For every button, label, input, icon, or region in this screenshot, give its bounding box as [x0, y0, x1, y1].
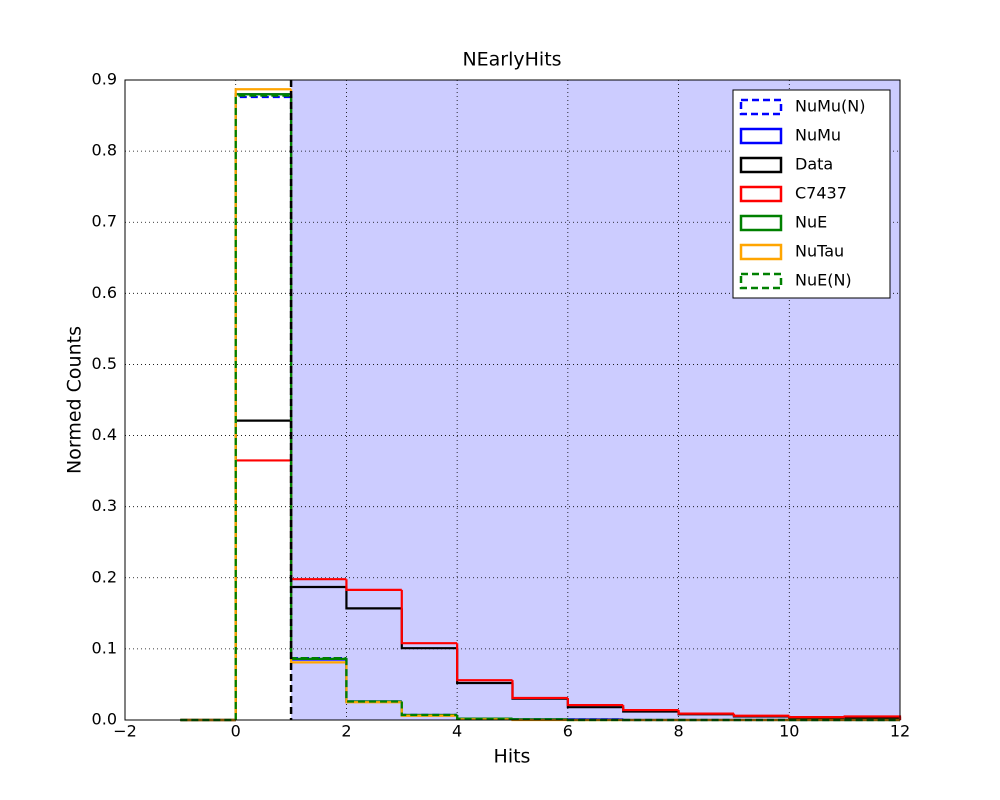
x-tick-label: −2	[113, 722, 137, 741]
x-tick-label: 0	[231, 722, 241, 741]
legend-label: NuE	[795, 213, 827, 232]
x-tick-label: 12	[890, 722, 910, 741]
histogram-step	[345, 658, 402, 703]
y-tick-label: 0.1	[92, 638, 117, 657]
x-tick-label: 2	[341, 722, 351, 741]
legend-label: NuMu	[795, 126, 841, 145]
legend-box	[732, 89, 891, 299]
y-tick-label: 0.5	[92, 354, 117, 373]
legend-swatch	[739, 272, 783, 290]
histogram-step	[345, 587, 402, 610]
histogram-step	[677, 710, 734, 715]
histogram-step	[622, 705, 679, 712]
y-tick-label: 0.6	[92, 283, 117, 302]
legend-label: NuTau	[795, 242, 844, 261]
y-tick-label: 0.3	[92, 496, 117, 515]
histogram-step	[456, 715, 513, 720]
histogram-step	[400, 589, 458, 645]
histogram-step	[511, 718, 568, 721]
y-tick-label: 0.0	[92, 710, 117, 729]
legend-label: Data	[795, 155, 833, 174]
legend-swatch	[739, 214, 783, 232]
x-tick-label: 4	[452, 722, 462, 741]
histogram-step	[732, 713, 790, 717]
histogram-step	[234, 88, 292, 720]
y-axis-label: Normed Counts	[64, 326, 86, 474]
y-tick-label: 0.2	[92, 567, 117, 586]
y-tick-label: 0.9	[92, 70, 117, 89]
histogram-step	[234, 419, 292, 720]
y-tick-label: 0.8	[92, 141, 117, 160]
legend-label: NuE(N)	[795, 271, 852, 290]
legend-swatch	[739, 243, 783, 261]
legend-label: NuMu(N)	[795, 97, 866, 116]
histogram-step	[234, 95, 292, 720]
legend-swatch	[739, 185, 783, 203]
histogram-step	[234, 459, 292, 720]
histogram-step	[456, 643, 513, 682]
legend-swatch	[739, 127, 783, 145]
histogram-step	[345, 579, 402, 591]
histogram-step	[234, 94, 292, 720]
x-axis-label: Hits	[494, 746, 531, 768]
legend-swatch	[739, 156, 783, 174]
histogram-step	[788, 715, 845, 719]
histogram-step	[234, 93, 292, 720]
histogram-step	[234, 93, 292, 720]
histogram-step	[511, 680, 568, 700]
x-tick-label: 6	[563, 722, 573, 741]
x-tick-label: 10	[779, 722, 799, 741]
y-tick-label: 0.4	[92, 425, 117, 444]
x-tick-label: 8	[673, 722, 683, 741]
plot-frame	[124, 79, 901, 721]
y-tick-label: 0.7	[92, 212, 117, 231]
histogram-step	[400, 701, 458, 717]
histogram-step	[566, 697, 624, 707]
chart-title: NEarlyHits	[462, 49, 561, 71]
legend-label: C7437	[795, 184, 847, 203]
legend-swatch	[739, 98, 783, 116]
